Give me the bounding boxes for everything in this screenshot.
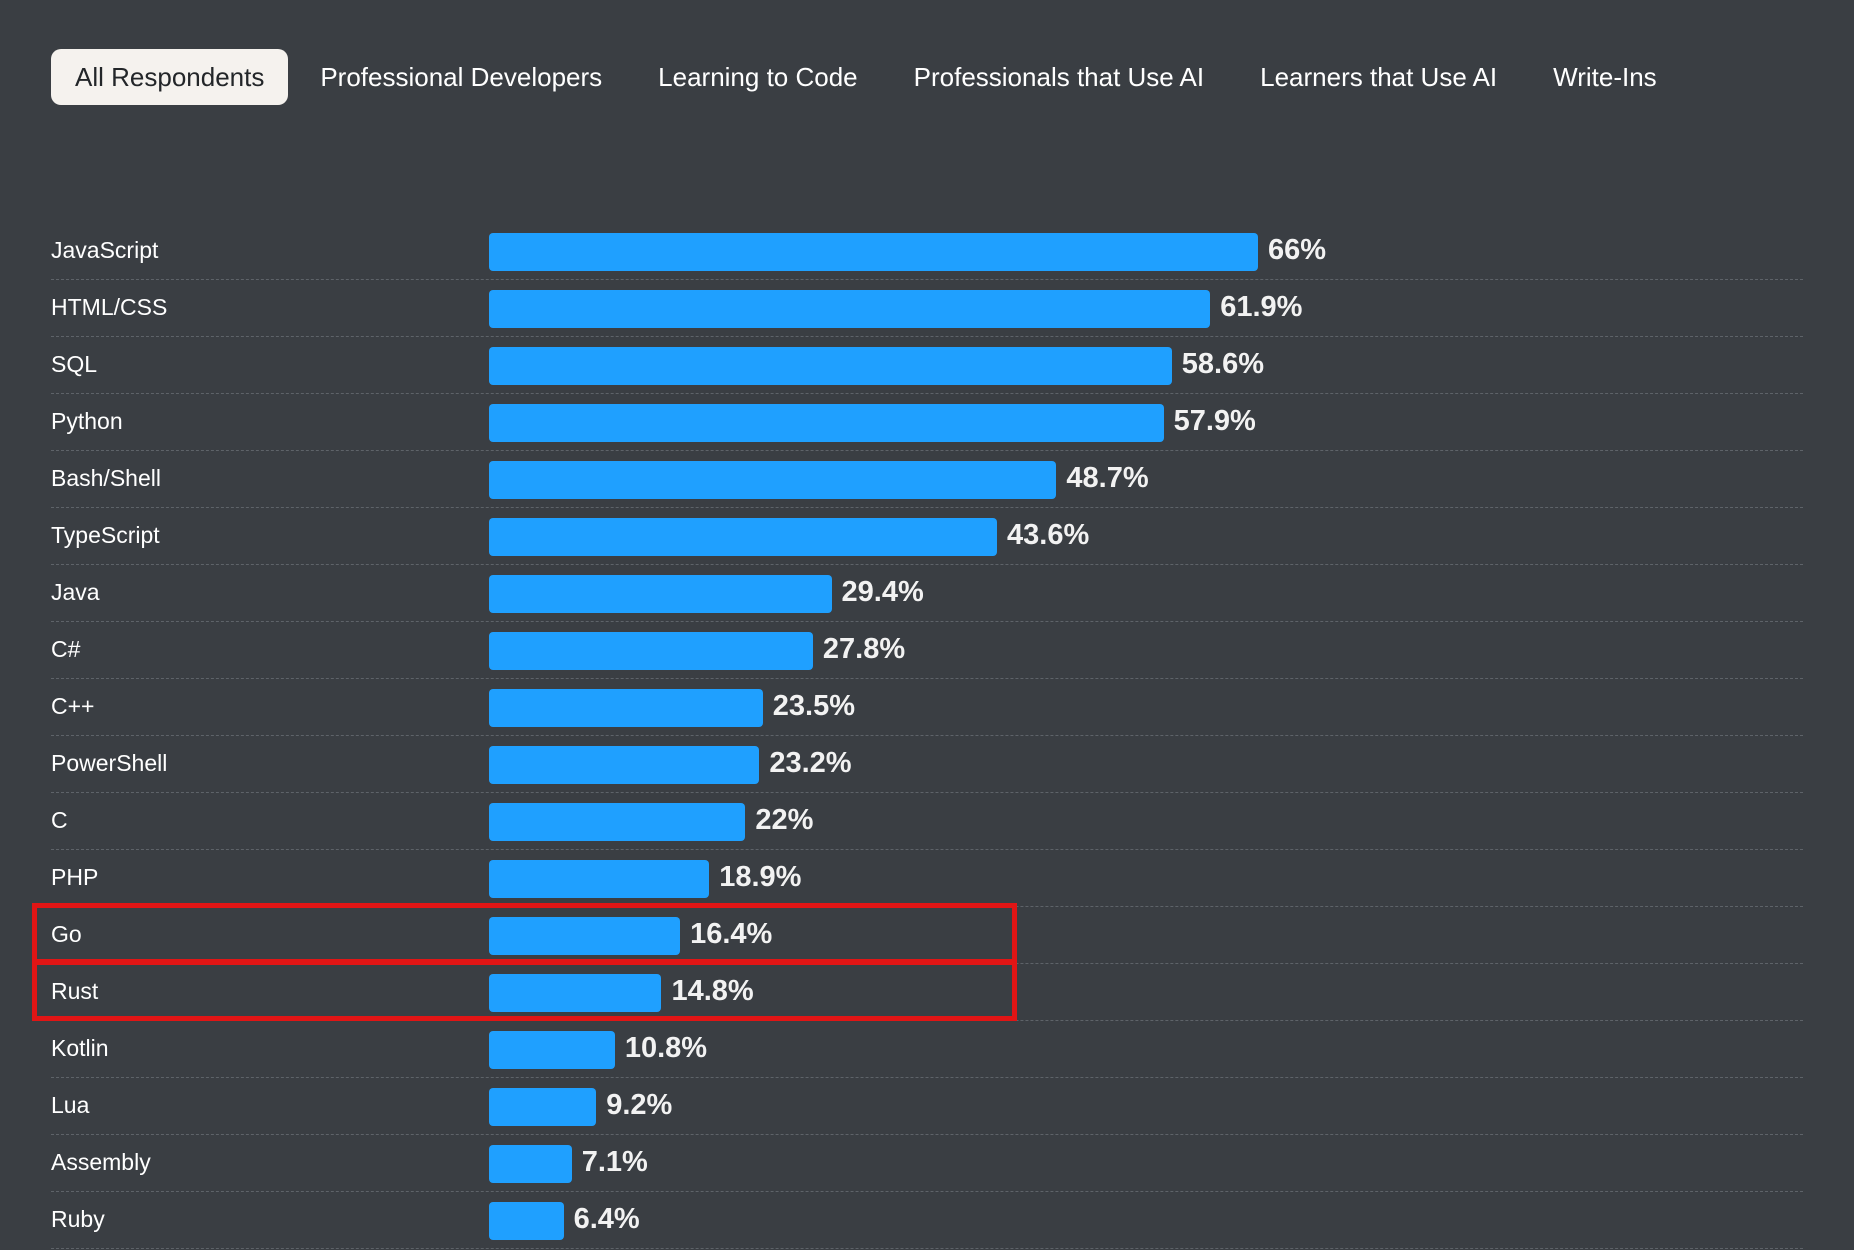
bar [489, 575, 832, 613]
category-label: Go [51, 921, 82, 947]
chart-row: JavaScript 66% [51, 222, 1803, 280]
bar [489, 1145, 572, 1183]
data-label: 9.2% [606, 1089, 673, 1121]
category-label: Kotlin [51, 1035, 109, 1061]
data-label: 43.6% [1007, 519, 1090, 551]
chart-row: Assembly 7.1% [51, 1134, 1803, 1192]
bar [489, 860, 710, 898]
bar [489, 1031, 615, 1069]
respondent-tabs: All Respondents Professional Developers … [51, 49, 1689, 105]
bar [489, 917, 681, 955]
chart-row: HTML/CSS 61.9% [51, 279, 1803, 337]
data-label: 48.7% [1066, 462, 1149, 494]
chart-row: Lua 9.2% [51, 1077, 1803, 1135]
bar [489, 233, 1258, 271]
tab-professionals-that-use-ai[interactable]: Professionals that Use AI [913, 62, 1205, 92]
chart-row: Kotlin 10.8% [51, 1020, 1803, 1078]
bar [489, 290, 1211, 328]
category-label: PowerShell [51, 750, 168, 776]
category-label: Lua [51, 1092, 90, 1118]
tab-learning-to-code[interactable]: Learning to Code [658, 62, 858, 92]
data-label: 16.4% [690, 918, 773, 950]
bar [489, 689, 763, 727]
data-label: 7.1% [581, 1146, 648, 1178]
data-label: 23.5% [772, 690, 856, 722]
bar [489, 404, 1164, 442]
chart-row: C 22% [51, 792, 1803, 850]
tab-all-respondents[interactable]: All Respondents [51, 49, 289, 105]
chart-row: Rust 14.8% [51, 963, 1803, 1021]
chart-row: Go 16.4% [51, 906, 1803, 964]
category-label: Java [51, 579, 100, 605]
data-label: 10.8% [624, 1032, 708, 1064]
data-label: 27.8% [822, 633, 906, 665]
category-label: Assembly [51, 1149, 151, 1175]
category-label: TypeScript [51, 522, 160, 548]
chart-row: Java 29.4% [51, 564, 1803, 622]
bar [489, 746, 760, 784]
tab-learners-that-use-ai[interactable]: Learners that Use AI [1260, 62, 1498, 92]
category-label: Ruby [51, 1206, 105, 1232]
category-label: JavaScript [51, 237, 159, 263]
bar [489, 1088, 597, 1126]
data-label: 14.8% [671, 975, 754, 1007]
bar [489, 461, 1057, 499]
category-label: Rust [51, 978, 99, 1004]
bar [489, 974, 662, 1012]
bar [489, 1202, 564, 1240]
bar [489, 632, 813, 670]
data-label: 61.9% [1220, 291, 1303, 323]
chart-row: C++ 23.5% [51, 678, 1803, 736]
category-label: HTML/CSS [51, 294, 168, 320]
chart-row: Ruby 6.4% [51, 1191, 1803, 1249]
bar [489, 803, 746, 841]
chart-row: TypeScript 43.6% [51, 507, 1803, 565]
data-label: 57.9% [1173, 405, 1256, 437]
chart-row: Python 57.9% [51, 393, 1803, 451]
tab-write-ins[interactable]: Write-Ins [1553, 62, 1657, 92]
data-label: 66% [1268, 234, 1327, 266]
category-label: Python [51, 408, 123, 434]
data-label: 29.4% [841, 576, 924, 608]
chart-row: PowerShell 23.2% [51, 735, 1803, 793]
data-label: 23.2% [769, 747, 852, 779]
chart-row: PHP 18.9% [51, 849, 1803, 907]
data-label: 58.6% [1181, 348, 1264, 380]
chart-row: C# 27.8% [51, 621, 1803, 679]
chart-row: Bash/Shell 48.7% [51, 450, 1803, 508]
bar [489, 347, 1172, 385]
bar [489, 518, 997, 556]
category-label: C# [51, 636, 81, 662]
tab-professional-developers[interactable]: Professional Developers [320, 62, 603, 92]
category-label: SQL [51, 351, 98, 377]
data-label: 22% [755, 804, 814, 836]
data-label: 18.9% [719, 861, 802, 893]
chart-panel [3, 0, 1854, 1250]
category-label: Bash/Shell [51, 465, 161, 491]
chart-row: SQL 58.6% [51, 336, 1803, 394]
category-label: PHP [51, 864, 99, 890]
data-label: 6.4% [573, 1203, 640, 1235]
category-label: C++ [51, 693, 95, 719]
category-label: C [51, 807, 68, 833]
